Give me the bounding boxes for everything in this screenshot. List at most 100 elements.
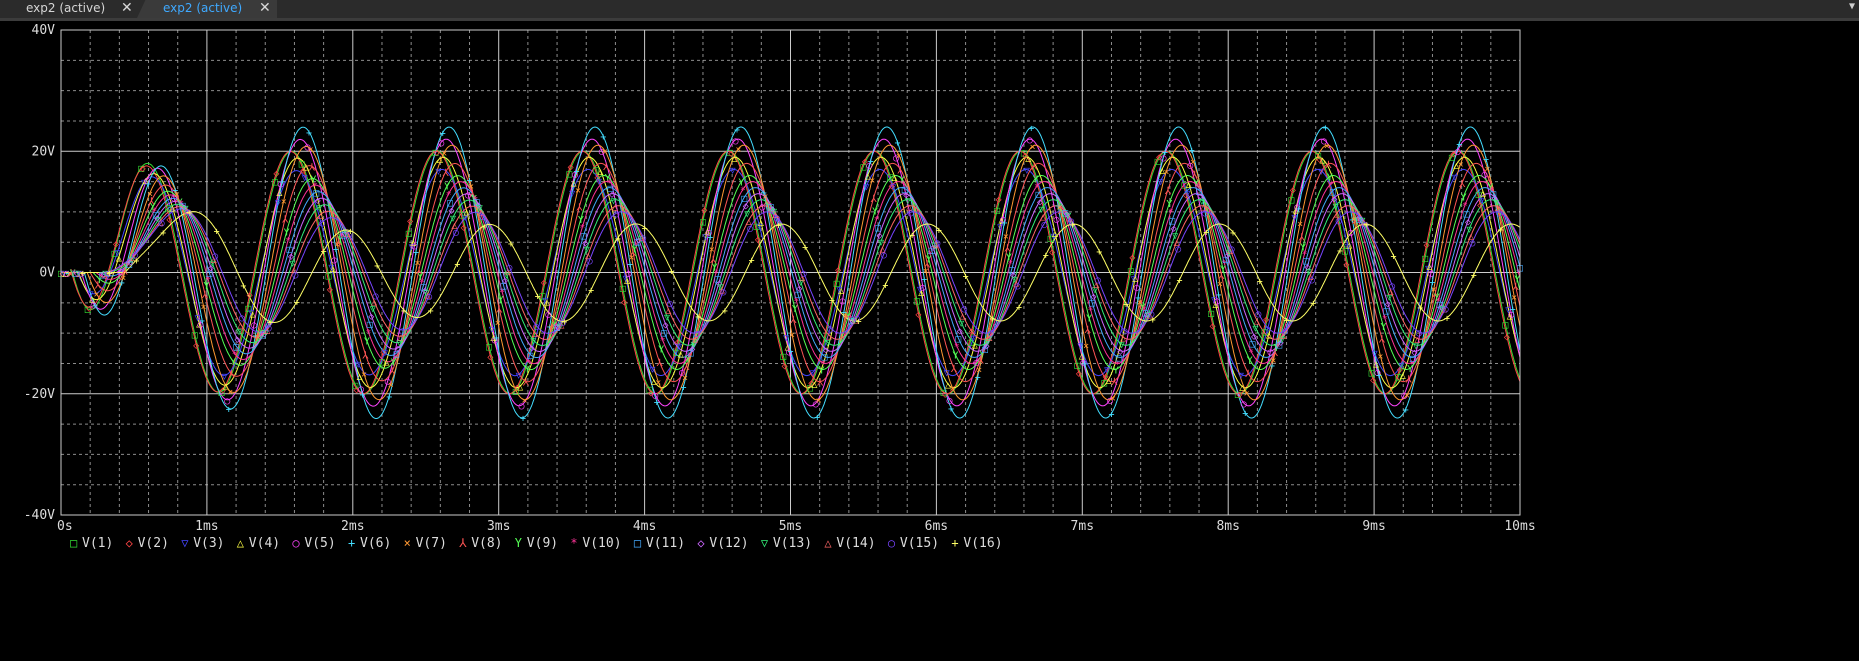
trace-marker: Y <box>1140 302 1146 313</box>
trace-marker: □ <box>1502 320 1508 331</box>
trace-marker: ◇ <box>475 200 481 211</box>
trace-marker: △ <box>704 226 710 237</box>
trace-marker: △ <box>811 379 817 390</box>
close-icon[interactable]: ✕ <box>259 0 271 16</box>
trace-marker: ○ <box>759 202 765 213</box>
trace-marker: △ <box>1266 330 1272 341</box>
trace-marker: × <box>334 240 340 251</box>
trace-marker: Y <box>578 215 584 226</box>
trace-marker: + <box>695 312 701 323</box>
trace-marker: ▽ <box>798 278 804 289</box>
trace-marker: ⅄ <box>896 165 904 176</box>
trace-marker: ○ <box>373 291 379 302</box>
trace-marker: + <box>1429 278 1435 289</box>
trace-marker: ○ <box>91 300 97 311</box>
trace-marker: ⅄ <box>94 280 102 291</box>
trace-marker: ◇ <box>889 181 895 192</box>
trace-marker: Y <box>150 202 156 213</box>
trace-marker: Y <box>257 329 263 340</box>
legend-label: V(13) <box>773 536 812 551</box>
trace-marker: + <box>856 316 862 327</box>
trace-marker: ⅄ <box>602 162 610 173</box>
tab-exp2-active[interactable]: exp2 (active) ✕ <box>137 0 277 18</box>
trace-marker: ⅄ <box>254 330 262 341</box>
y-tick-label: 40V <box>32 23 56 38</box>
trace-marker: ○ <box>1041 219 1047 230</box>
trace-marker: ◇ <box>1251 331 1257 342</box>
close-icon[interactable]: ✕ <box>121 0 133 16</box>
trace-marker: ○ <box>1362 219 1368 230</box>
trace-marker: □ <box>299 159 305 170</box>
trace-marker: ▽ <box>783 333 789 344</box>
trace-marker: Y <box>631 244 637 255</box>
trace-marker: Y <box>1327 173 1333 184</box>
trace-marker: □ <box>994 206 1000 217</box>
waveform-plot[interactable]: □ □ □ □ □ □ □ □ □ □ □ □ □ □ □ □ □ □ □ □ □ □ □ □ □ □ □ □ □ □ □ □ □ □ □ □ □ □ □ □… <box>0 21 1859 661</box>
trace-marker: + <box>481 222 487 233</box>
trace-marker: + <box>1456 140 1462 151</box>
trace-marker: ▽ <box>542 295 548 306</box>
trace-marker: ◇ <box>140 163 146 174</box>
trace-marker: ▽ <box>1119 340 1125 351</box>
trace-marker: ▽ <box>102 268 108 279</box>
trace-marker: ○ <box>1148 309 1154 320</box>
trace-marker: ⅄ <box>1458 179 1466 190</box>
trace-marker: ◇ <box>434 147 440 158</box>
trace-marker: ◇ <box>354 385 360 396</box>
trace-marker: ○ <box>319 218 325 229</box>
trace-marker: ◇ <box>903 190 909 201</box>
trace-marker: Y <box>70 269 76 280</box>
trace-marker: ○ <box>358 384 364 395</box>
trace-marker: × <box>1137 298 1143 309</box>
trace-marker: × <box>735 145 741 156</box>
trace-marker: ▽ <box>370 304 376 315</box>
trace-marker: □ <box>432 148 438 159</box>
trace-marker: × <box>575 185 581 196</box>
trace-marker: ○ <box>1321 136 1327 147</box>
trace-marker: + <box>454 259 460 270</box>
trace-marker: △ <box>517 382 523 393</box>
trace-marker: Y <box>444 182 450 193</box>
trace-marker: □ <box>1223 254 1229 265</box>
trace-marker: * <box>178 199 184 210</box>
trace-marker: * <box>1061 208 1067 219</box>
trace-marker: □ <box>394 349 400 360</box>
trace-marker: ○ <box>1229 244 1235 255</box>
trace-marker: ○ <box>266 323 272 334</box>
tab-exp2-first[interactable]: exp2 (active) ✕ <box>0 0 137 18</box>
trace-marker: ⅄ <box>950 364 958 375</box>
x-tick-label: 4ms <box>633 519 656 534</box>
legend-marker: ▽ <box>761 536 769 550</box>
trace-marker: △ <box>1480 188 1486 199</box>
trace-marker: △ <box>960 311 966 322</box>
trace-marker: Y <box>417 272 423 283</box>
trace-marker: ▽ <box>569 189 575 200</box>
trace-marker: ○ <box>506 263 512 274</box>
trace-marker: ▽ <box>1024 166 1030 177</box>
trace-marker: + <box>1403 405 1409 416</box>
trace-marker: ○ <box>251 320 257 331</box>
trace-marker: Y <box>1086 313 1092 324</box>
trace-marker: ◇ <box>1290 185 1296 196</box>
trace-marker: ▽ <box>931 240 937 251</box>
trace-marker: ⅄ <box>335 237 343 248</box>
trace-marker: + <box>226 405 232 416</box>
trace-marker: △ <box>1013 278 1019 289</box>
chevron-down-icon[interactable]: ▼ <box>1848 1 1855 12</box>
trace-marker: + <box>1471 271 1477 282</box>
trace-marker: ○ <box>1202 208 1208 219</box>
trace-marker: ◇ <box>368 312 374 323</box>
trace-marker: △ <box>571 178 577 189</box>
trace-marker: △ <box>772 209 778 220</box>
trace-marker: + <box>749 255 755 266</box>
trace-marker: ⅄ <box>1244 369 1252 380</box>
trace-marker: □ <box>795 290 801 301</box>
trace-marker: * <box>1355 215 1361 226</box>
trace-marker: □ <box>1128 266 1134 277</box>
trace-marker: ▽ <box>676 342 682 353</box>
trace-marker: × <box>67 269 73 280</box>
trace-marker: ▽ <box>530 336 536 347</box>
trace-marker: ◇ <box>835 265 841 276</box>
trace-marker: ○ <box>492 335 498 346</box>
trace-marker: ▽ <box>328 263 334 274</box>
